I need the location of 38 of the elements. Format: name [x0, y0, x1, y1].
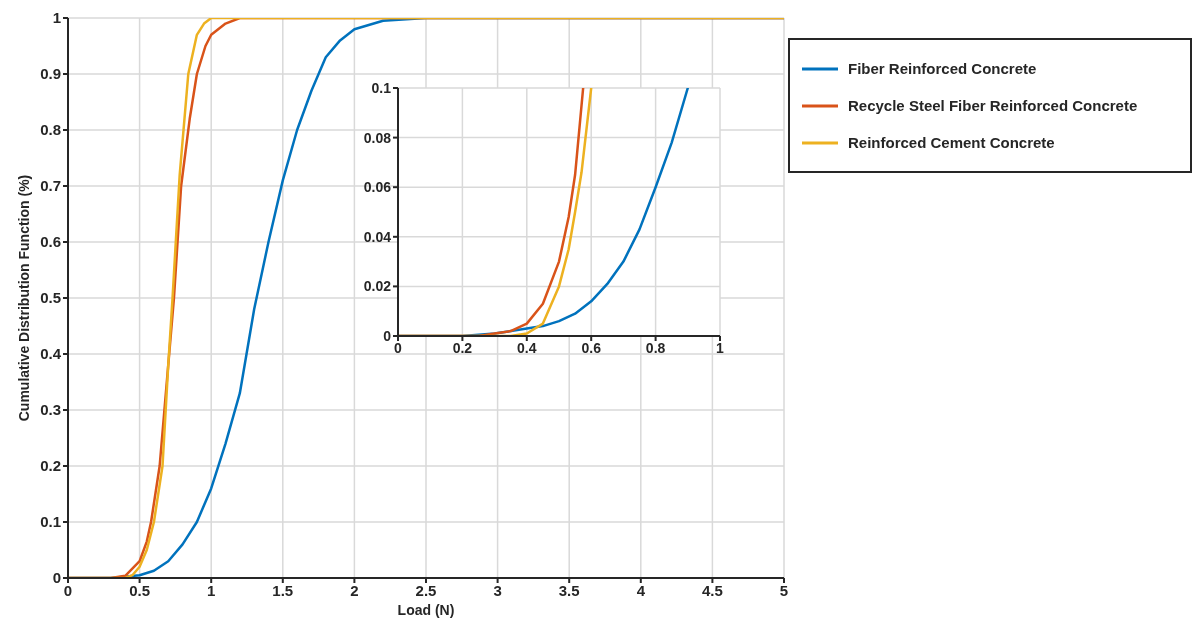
y-tick-label: 1	[52, 9, 61, 27]
x-tick-label: 0.2	[452, 339, 473, 356]
y-tick-label: 0	[52, 569, 61, 587]
x-tick-label: 0.5	[129, 581, 151, 599]
x-tick-label: 4.5	[701, 581, 723, 599]
legend-label: Recycle Steel Fiber Reinforced Concrete	[848, 97, 1138, 114]
x-tick-label: 0.8	[645, 339, 666, 356]
y-tick-label: 0.8	[40, 121, 61, 139]
legend-label: Fiber Reinforced Concrete	[848, 60, 1037, 77]
x-tick-label: 2.5	[415, 581, 437, 599]
x-tick-label: 1	[716, 339, 725, 356]
x-tick-label: 4	[636, 581, 646, 599]
y-tick-label: 0.1	[371, 79, 392, 96]
y-tick-label: 0.7	[40, 177, 61, 195]
y-tick-label: 0.08	[363, 129, 392, 146]
x-tick-label: 3	[493, 581, 502, 599]
y-axis-title: Cumulative Distribution Function (%)	[16, 174, 32, 422]
y-tick-label: 0.06	[363, 179, 392, 196]
y-tick-label: 0.6	[40, 233, 61, 251]
y-tick-label: 0.02	[363, 278, 392, 295]
y-tick-label: 0	[383, 327, 392, 344]
x-tick-label: 5	[779, 581, 789, 599]
y-tick-label: 0.1	[40, 513, 61, 531]
legend-label: Reinforced Cement Concrete	[848, 134, 1055, 151]
y-tick-label: 0.9	[40, 65, 61, 83]
x-tick-label: 0	[63, 581, 73, 599]
x-tick-label: 0.4	[517, 339, 537, 356]
y-tick-label: 0.2	[40, 457, 61, 475]
y-tick-label: 0.04	[363, 228, 392, 245]
x-tick-label: 2	[350, 581, 359, 599]
x-axis-title: Load (N)	[396, 602, 456, 618]
x-tick-label: 3.5	[558, 581, 580, 599]
x-tick-label: 1	[207, 581, 216, 599]
x-tick-label: 0.6	[581, 339, 602, 356]
y-tick-label: 0.5	[40, 289, 61, 307]
x-tick-label: 1.5	[272, 581, 294, 599]
y-tick-label: 0.3	[40, 401, 61, 419]
x-tick-label: 0	[394, 339, 403, 356]
